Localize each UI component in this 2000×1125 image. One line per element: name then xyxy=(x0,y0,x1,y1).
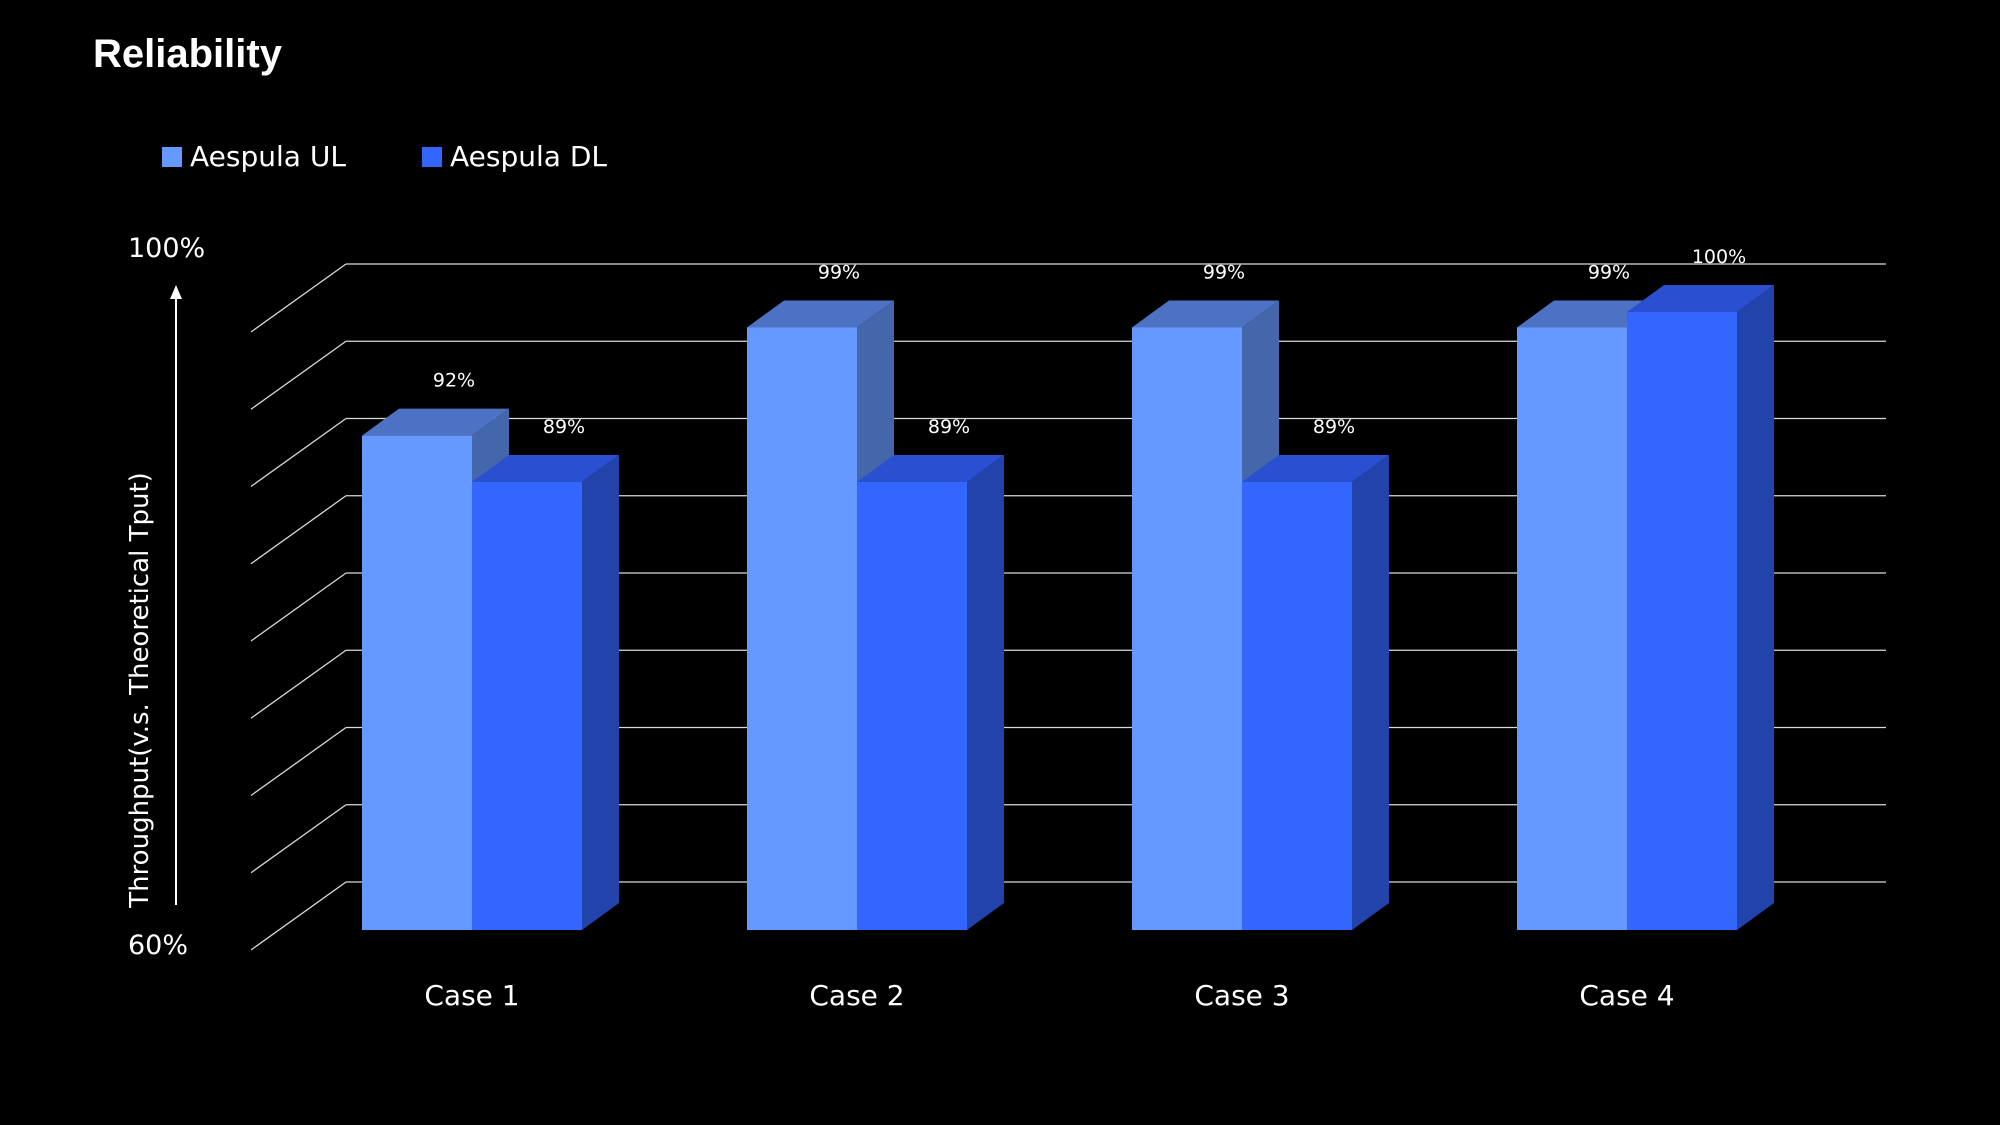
data-label-ul: 99% xyxy=(1203,261,1245,283)
chart-title: Reliability xyxy=(93,32,282,76)
category-label: Case 2 xyxy=(809,979,904,1012)
bar-dl xyxy=(857,481,967,930)
y-tick-min: 60% xyxy=(128,930,189,961)
legend-swatch-dl xyxy=(422,146,442,167)
bar-top-ul xyxy=(747,300,894,328)
legend-item-ul: Aespula UL xyxy=(162,140,346,173)
y-tick-max: 100% xyxy=(128,233,206,264)
bar-side-dl xyxy=(582,454,619,930)
gridline-diagonal xyxy=(250,572,347,642)
bar-side-dl xyxy=(1737,285,1774,930)
gridline-diagonal xyxy=(250,726,347,797)
bar-dl xyxy=(1242,481,1352,930)
bar-top-dl xyxy=(472,454,619,482)
data-label-dl: 89% xyxy=(928,416,970,438)
legend-label-dl: Aespula DL xyxy=(450,140,607,173)
category-label: Case 3 xyxy=(1194,979,1289,1012)
bar-side-dl xyxy=(967,454,1004,930)
data-label-ul: 92% xyxy=(433,370,475,392)
data-label-ul: 99% xyxy=(818,261,860,283)
bar-top-dl xyxy=(1242,454,1389,482)
data-label-ul: 99% xyxy=(1588,261,1630,283)
gridline-diagonal xyxy=(250,804,347,874)
category-label: Case 1 xyxy=(424,979,519,1012)
gridline-diagonal xyxy=(250,340,347,410)
legend-swatch-ul xyxy=(162,146,182,167)
data-label-dl: 89% xyxy=(543,416,585,438)
bar-dl xyxy=(472,481,582,930)
bar-ul xyxy=(362,435,472,930)
data-label-dl: 100% xyxy=(1692,246,1746,268)
bar-top-dl xyxy=(857,454,1004,482)
legend-label-ul: Aespula UL xyxy=(190,140,346,173)
legend-item-dl: Aespula DL xyxy=(422,140,607,173)
data-label-dl: 89% xyxy=(1313,416,1355,438)
bar-top-ul xyxy=(1132,300,1279,328)
bar-dl xyxy=(1627,312,1737,930)
bar-ul xyxy=(747,327,857,930)
bar-ul xyxy=(1132,327,1242,930)
y-axis-arrow-head xyxy=(170,285,182,299)
gridline-diagonal xyxy=(250,881,347,951)
bar-side-dl xyxy=(1352,454,1389,930)
bar-top-ul xyxy=(362,408,509,436)
gridline-diagonal xyxy=(250,649,347,719)
gridline-diagonal xyxy=(250,495,347,565)
gridline-diagonal xyxy=(250,263,347,333)
category-label: Case 4 xyxy=(1579,979,1674,1012)
bar-ul xyxy=(1517,327,1627,930)
bar-top-dl xyxy=(1627,285,1774,312)
gridline-diagonal xyxy=(250,417,347,488)
